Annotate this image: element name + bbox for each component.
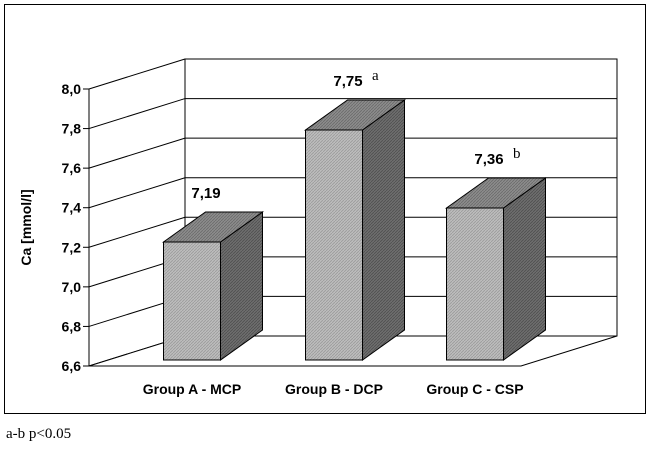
y-tick-label: 7,8 [62, 121, 82, 137]
significance-label: a [372, 68, 379, 84]
y-tick-label: 7,6 [62, 160, 82, 176]
bar [305, 129, 363, 361]
footnote: a-b p<0.05 [6, 426, 72, 442]
y-tick-label: 6,6 [62, 358, 82, 374]
bar [446, 207, 504, 361]
x-tick-label: Group C - CSP [426, 381, 523, 397]
gridline-side [88, 98, 186, 130]
chart-frame: 6,6 6,8 7,0 7,2 7,4 7,6 7,8 8,0 7,19 Group A - MC… [4, 4, 646, 414]
significance-label: b [513, 146, 521, 162]
x-tick-label: Group B - DCP [285, 381, 383, 397]
bar-chart: 6,6 6,8 7,0 7,2 7,4 7,6 7,8 8,0 7,19 Group A - MC… [18, 58, 618, 397]
data-label: 7,36 [474, 151, 503, 168]
y-tick-label: 8,0 [62, 81, 82, 97]
y-tick-label: 7,4 [62, 200, 82, 216]
y-tick-label: 7,2 [62, 239, 82, 255]
y-tick-label: 7,0 [62, 279, 82, 295]
bar-side [362, 99, 405, 361]
gridline-side [88, 216, 186, 248]
gridline-side [88, 177, 186, 209]
y-axis-label: Ca [mmol/l] [18, 189, 34, 265]
gridline-side [88, 137, 186, 169]
bar [163, 241, 221, 361]
y-tick-label: 6,8 [62, 318, 82, 334]
gridline-side [88, 58, 186, 90]
bar-side [503, 177, 546, 361]
data-label: 7,19 [191, 185, 220, 202]
data-label: 7,75 [333, 73, 362, 90]
x-tick-label: Group A - MCP [143, 381, 242, 397]
